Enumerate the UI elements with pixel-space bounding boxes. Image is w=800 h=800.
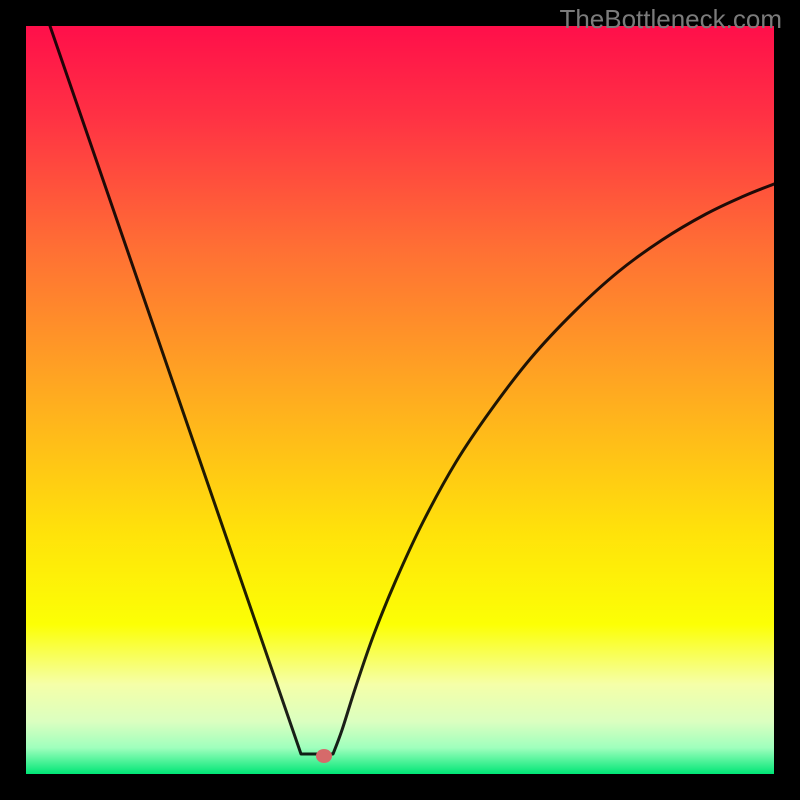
plot-area [26,26,774,774]
valley-marker-dot [316,749,332,763]
chart-svg [26,26,774,774]
watermark-text: TheBottleneck.com [559,4,782,35]
gradient-background [26,26,774,774]
chart-frame: TheBottleneck.com [0,0,800,800]
